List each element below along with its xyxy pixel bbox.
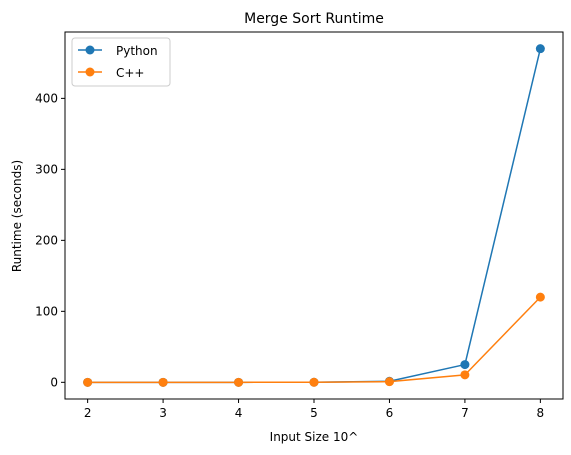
legend: Python C++ bbox=[71, 37, 171, 87]
x-axis-label: Input Size 10^ bbox=[270, 430, 359, 444]
legend-label-python: Python bbox=[116, 44, 158, 58]
legend-marker-python bbox=[85, 45, 95, 55]
data-point-cpp bbox=[83, 377, 93, 387]
y-tick-label: 300 bbox=[35, 162, 58, 176]
series-line-python bbox=[87, 48, 542, 384]
y-axis: 0 100 200 300 400 bbox=[35, 91, 65, 389]
x-axis: 2 3 4 5 6 7 8 bbox=[84, 399, 544, 420]
data-point-cpp bbox=[384, 377, 394, 387]
x-tick-label: 3 bbox=[159, 406, 167, 420]
x-tick-label: 7 bbox=[461, 406, 469, 420]
x-tick-label: 8 bbox=[537, 406, 545, 420]
y-axis-label: Runtime (seconds) bbox=[10, 160, 24, 272]
data-point-cpp bbox=[460, 370, 470, 380]
data-point-cpp bbox=[158, 377, 168, 387]
data-point-cpp bbox=[309, 377, 319, 387]
data-point-python bbox=[535, 44, 545, 54]
y-tick-label: 0 bbox=[50, 375, 58, 389]
plot-area bbox=[64, 31, 564, 400]
x-tick-label: 2 bbox=[84, 406, 92, 420]
y-tick-label: 400 bbox=[35, 91, 58, 105]
y-tick-label: 100 bbox=[35, 304, 58, 318]
x-tick-label: 6 bbox=[386, 406, 394, 420]
data-point-cpp bbox=[535, 292, 545, 302]
legend-label-cpp: C++ bbox=[116, 66, 145, 80]
legend-marker-cpp bbox=[85, 67, 95, 77]
y-tick-label: 200 bbox=[35, 233, 58, 247]
data-point-cpp bbox=[234, 377, 244, 387]
series-layer bbox=[83, 44, 545, 387]
x-tick-label: 5 bbox=[310, 406, 318, 420]
series-line-cpp bbox=[87, 296, 541, 384]
data-point-python bbox=[460, 360, 470, 370]
x-tick-label: 4 bbox=[235, 406, 243, 420]
chart-title: Merge Sort Runtime bbox=[244, 11, 384, 27]
